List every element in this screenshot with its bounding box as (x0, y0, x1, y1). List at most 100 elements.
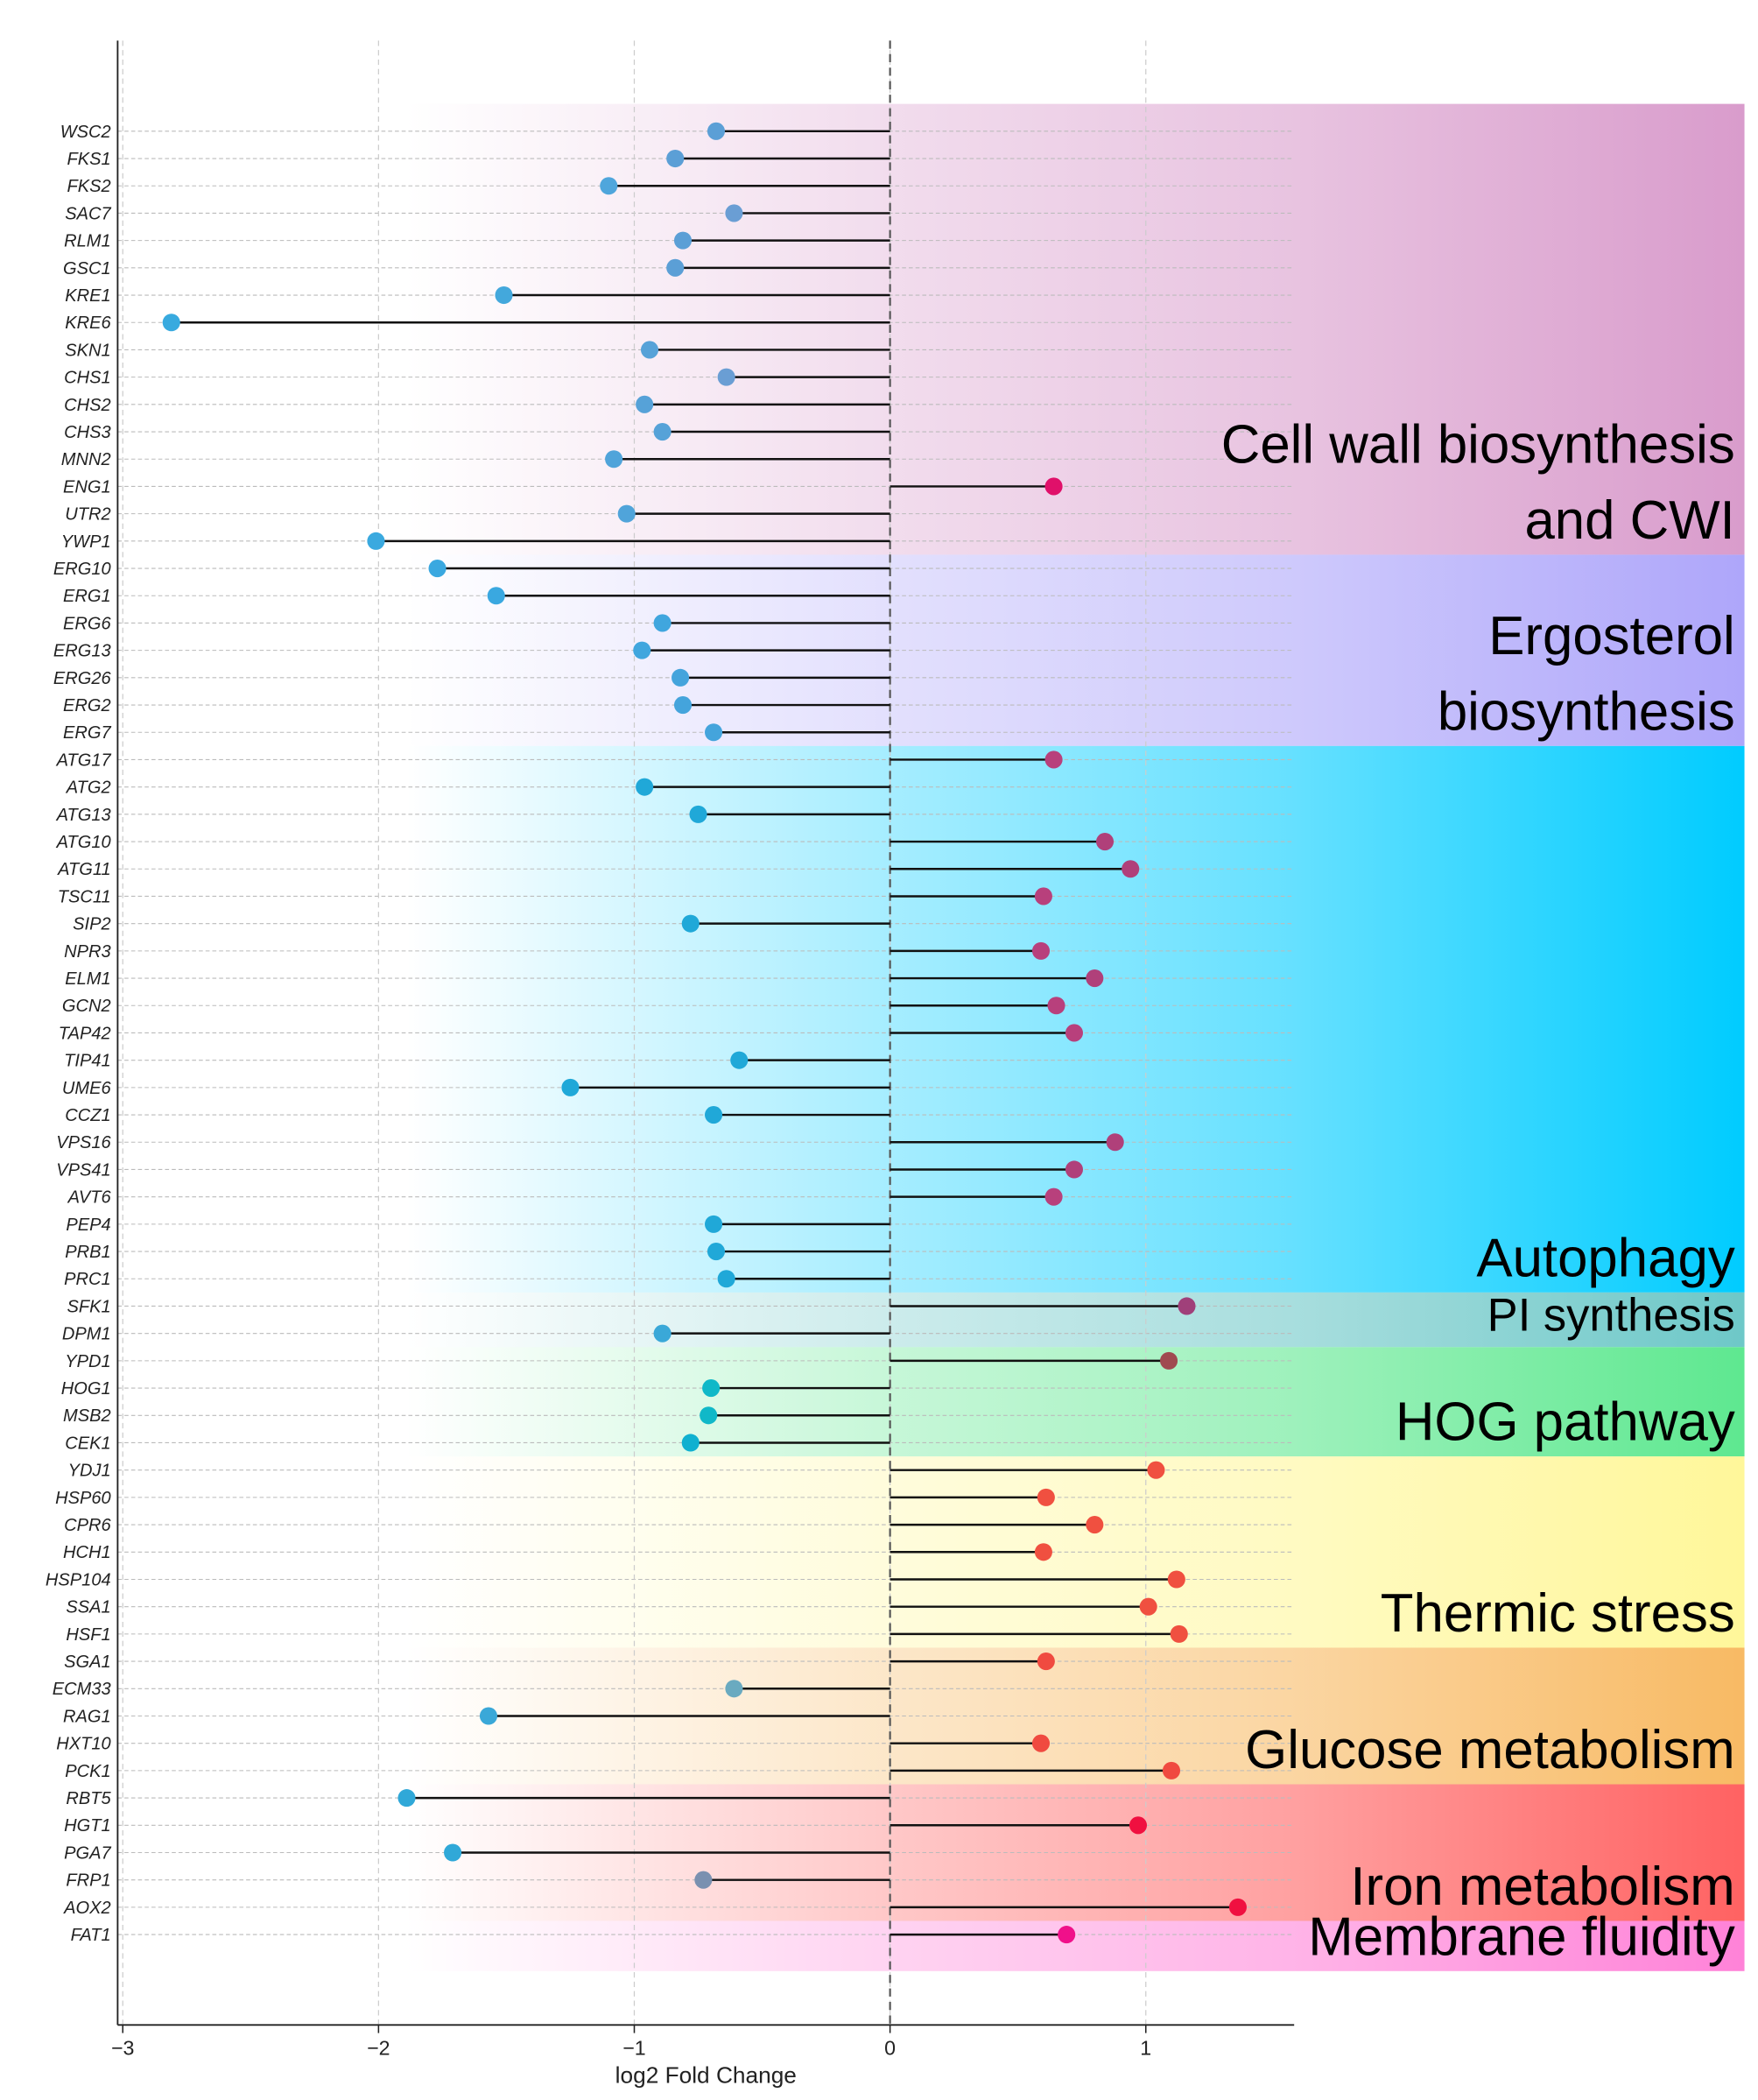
dot (397, 1789, 416, 1808)
y-tick-label: UME6 (62, 1079, 112, 1098)
y-tick-label: ATG17 (56, 751, 112, 770)
y-tick-label: GSC1 (63, 259, 111, 278)
y-tick-label: ECM33 (53, 1680, 111, 1699)
labels: Cell wall biosynthesis and CWI WSC2 FKS1 FKS… (46, 40, 1735, 2059)
x-tick-label: 1 (1140, 2036, 1151, 2059)
dot (673, 231, 693, 250)
y-tick-label: PGA7 (64, 1843, 111, 1863)
dot (1086, 1516, 1104, 1534)
y-tick-label: RAG1 (63, 1707, 111, 1726)
dot (717, 1270, 735, 1288)
category-band (120, 1292, 1745, 1348)
y-tick-label: PRB1 (65, 1243, 110, 1262)
y-tick-label: NPR3 (64, 942, 111, 962)
x-axis-label: log2 Fold Change (615, 2062, 797, 2089)
dot (1065, 1160, 1084, 1179)
dot (717, 368, 735, 386)
y-tick-label: FKS2 (67, 177, 110, 196)
dot (561, 1078, 580, 1096)
bands (120, 103, 1745, 1971)
y-tick-label: GCN2 (62, 997, 111, 1016)
y-tick-label: UTR2 (65, 505, 110, 525)
y-tick-label: CHS2 (64, 396, 111, 415)
dot (681, 914, 700, 933)
dot (1162, 1761, 1181, 1779)
dot (705, 723, 723, 742)
dot (705, 1106, 723, 1124)
y-tick-label: PRC1 (64, 1270, 111, 1289)
y-tick-label: MNN2 (61, 450, 111, 469)
x-tick-label: −3 (111, 2036, 134, 2059)
y-tick-label: SIP2 (73, 915, 111, 934)
y-tick-label: HCH1 (63, 1543, 111, 1562)
dot (707, 1243, 726, 1261)
y-tick-label: ATG2 (66, 779, 111, 798)
band-label: Autophagy (1476, 1228, 1734, 1288)
dot (1147, 1461, 1165, 1479)
dot (681, 1434, 700, 1452)
x-tick-label: −1 (622, 2036, 645, 2059)
dot (1058, 1926, 1076, 1944)
y-tick-label: CEK1 (65, 1434, 110, 1453)
y-tick-label: ERG6 (63, 614, 111, 633)
dot (1031, 941, 1051, 960)
dot (666, 258, 685, 277)
y-tick-label: ERG26 (53, 669, 112, 688)
dot (479, 1707, 498, 1725)
y-tick-label: HSP104 (46, 1570, 111, 1589)
y-tick-label: ERG13 (53, 642, 111, 661)
dot (694, 1871, 713, 1889)
y-tick-label: RLM1 (64, 232, 111, 251)
dot (640, 341, 659, 359)
y-tick-label: HOG1 (61, 1379, 111, 1399)
y-tick-label: ATG11 (57, 860, 111, 879)
band-label: biosynthesis (1438, 681, 1735, 742)
band-label: Iron metabolism (1350, 1857, 1734, 1917)
category-band (120, 1347, 1745, 1457)
y-tick-label: MSB2 (63, 1406, 111, 1426)
dot (600, 177, 618, 195)
dot (495, 285, 513, 305)
y-tick-label: AVT6 (67, 1188, 112, 1208)
dot (1160, 1351, 1178, 1370)
dot (1065, 1024, 1084, 1042)
dot (636, 395, 654, 413)
y-tick-label: TIP41 (64, 1052, 111, 1071)
y-tick-label: DPM1 (62, 1325, 111, 1344)
y-tick-label: FKS1 (67, 150, 110, 169)
y-tick-label: VPS16 (56, 1133, 111, 1152)
y-tick-label: ATG13 (56, 806, 111, 825)
dot (725, 204, 743, 222)
y-tick-label: SKN1 (65, 341, 110, 360)
band-label: Ergosterol (1488, 606, 1735, 666)
y-tick-label: RBT5 (66, 1789, 111, 1808)
band-label: Thermic stress (1381, 1583, 1735, 1644)
dot (1086, 969, 1104, 988)
x-tick-label: −2 (367, 2036, 390, 2059)
band-label: Glucose metabolism (1245, 1720, 1735, 1780)
dot (1106, 1133, 1124, 1152)
category-band (120, 745, 1745, 1293)
y-tick-label: YWP1 (61, 532, 111, 552)
dot (1037, 1653, 1055, 1671)
y-tick-label: CPR6 (64, 1516, 111, 1535)
y-tick-label: KRE6 (65, 314, 111, 333)
y-tick-label: SGA1 (64, 1653, 111, 1672)
y-tick-label: ERG10 (53, 560, 111, 579)
y-tick-label: HGT1 (64, 1816, 111, 1836)
dot (1139, 1597, 1157, 1616)
dot (1095, 833, 1115, 851)
y-tick-label: SAC7 (65, 204, 111, 223)
y-tick-label: AOX2 (63, 1899, 111, 1918)
dot (1044, 1187, 1063, 1206)
band-label: Membrane fluidity (1308, 1906, 1735, 1967)
y-tick-label: HSF1 (66, 1625, 110, 1645)
dot (1178, 1297, 1196, 1315)
dot (702, 1379, 721, 1398)
y-tick-label: YPD1 (65, 1352, 110, 1371)
dot (707, 122, 726, 140)
dot (162, 314, 180, 332)
dot (730, 1051, 749, 1069)
dot (636, 778, 654, 796)
